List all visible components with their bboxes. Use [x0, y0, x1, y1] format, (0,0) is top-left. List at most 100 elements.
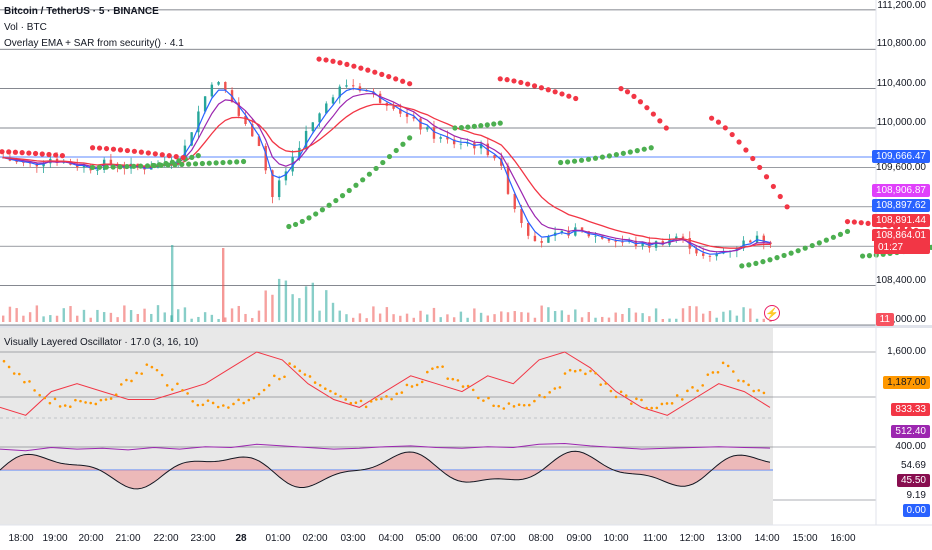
volume-bar	[163, 312, 166, 322]
sar-dot-up	[169, 159, 175, 165]
sar-dot-down	[145, 150, 151, 156]
osc-red-line	[0, 351, 771, 416]
osc-dot	[686, 389, 689, 393]
candle-body	[479, 143, 483, 149]
sar-dot-down	[763, 174, 770, 180]
osc-dot	[482, 399, 485, 402]
volume-bar	[210, 314, 214, 322]
volume-bar	[560, 310, 564, 322]
volume-bar	[547, 307, 550, 322]
osc-dot	[28, 380, 31, 383]
sar-dot-down	[858, 220, 864, 226]
candle-body	[244, 115, 247, 124]
sar-dot-down	[117, 147, 124, 153]
lightning-icon[interactable]: ⚡	[764, 305, 780, 321]
volume-bar	[62, 308, 65, 322]
sar-dot-up	[319, 207, 326, 213]
volume-bar	[634, 312, 638, 322]
sar-dot-down	[657, 118, 663, 124]
osc-dot	[252, 396, 256, 400]
candle-body	[224, 81, 227, 91]
osc-dot	[237, 398, 240, 402]
candle-body	[540, 241, 543, 243]
sar-dot-up	[144, 163, 151, 169]
candle-body	[291, 157, 294, 172]
volume-bar	[735, 315, 739, 322]
sar-dot-down	[365, 67, 371, 73]
oscillator-legend[interactable]: Visually Layered Oscillator · 17.0 (3, 1…	[4, 337, 199, 348]
volume-bar	[325, 290, 328, 322]
volume-bar	[298, 298, 301, 322]
volume-bar	[755, 318, 759, 322]
time-tick: 05:00	[415, 533, 441, 544]
osc-dot	[390, 397, 393, 401]
osc-signal-line	[0, 450, 771, 490]
osc-purple-line	[0, 442, 771, 452]
osc-badge-red: 833.33	[891, 403, 930, 416]
volume-bar	[432, 307, 436, 322]
candle-body	[365, 90, 368, 92]
sar-dot-down	[152, 151, 158, 157]
osc-dot	[334, 392, 337, 396]
candle-body	[123, 167, 126, 169]
volume-bar	[580, 317, 584, 322]
time-tick: 04:00	[378, 533, 404, 544]
volume-bar	[372, 306, 375, 322]
sar-dot-up	[176, 158, 182, 164]
sar-dot-down	[552, 89, 558, 95]
sar-dot-down	[110, 146, 117, 152]
sar-dot-up	[558, 159, 564, 166]
pane-divider	[0, 325, 932, 328]
sar-dot-down	[386, 73, 392, 80]
volume-bar	[222, 248, 225, 322]
sar-dot-up	[380, 159, 386, 166]
osc-dot	[757, 389, 761, 392]
sar-dot-up	[299, 218, 305, 225]
osc-dot	[410, 385, 414, 388]
sar-dot-down	[736, 139, 742, 145]
candle-body	[675, 236, 678, 240]
volume-bar	[513, 311, 516, 322]
symbol-legend[interactable]: Bitcoin / TetherUS · 5 · BINANCE	[4, 6, 159, 17]
candle-body	[547, 235, 550, 243]
sar-dot-up	[564, 159, 571, 165]
sar-dot-up	[585, 156, 592, 162]
sar-dot-up	[592, 155, 599, 161]
osc-dot	[492, 404, 495, 408]
sar-dot-up	[578, 157, 585, 163]
sar-dot-down	[12, 149, 19, 155]
sar-dot-down	[39, 151, 45, 157]
osc-dot	[227, 406, 230, 409]
sar-dot-down	[407, 81, 413, 87]
volume-bar	[284, 280, 288, 322]
sar-dot-down	[393, 76, 399, 82]
candle-body	[459, 143, 463, 145]
overlay-legend[interactable]: Overlay EMA + SAR from security() · 4.1	[4, 38, 184, 49]
volume-bar	[722, 311, 725, 322]
volume-bar	[244, 313, 247, 322]
sar-dot-down	[722, 125, 728, 131]
volume-bar	[654, 308, 658, 322]
time-tick: 20:00	[78, 533, 104, 544]
sar-dot-up	[471, 123, 477, 129]
volume-bar	[311, 282, 315, 322]
osc-dot	[12, 372, 16, 375]
volume-bar	[601, 316, 604, 322]
sar-dot-up	[124, 163, 130, 170]
candle-body	[203, 96, 207, 112]
price-tick-109600: 109,600.00	[875, 162, 926, 173]
osc-badge-fast: 54.69	[896, 459, 930, 472]
osc-dot	[38, 393, 41, 397]
sar-dot-up	[620, 150, 626, 156]
time-tick: 07:00	[490, 533, 516, 544]
sar-dot-down	[131, 148, 137, 154]
osc-dot	[471, 388, 475, 392]
volume-legend[interactable]: Vol · BTC	[4, 22, 47, 33]
sar-dot-down	[865, 220, 871, 227]
osc-dot	[53, 397, 57, 401]
osc-dot	[721, 361, 725, 365]
osc-dot	[553, 387, 557, 390]
time-tick: 19:00	[42, 533, 68, 544]
osc-dot	[293, 365, 297, 368]
